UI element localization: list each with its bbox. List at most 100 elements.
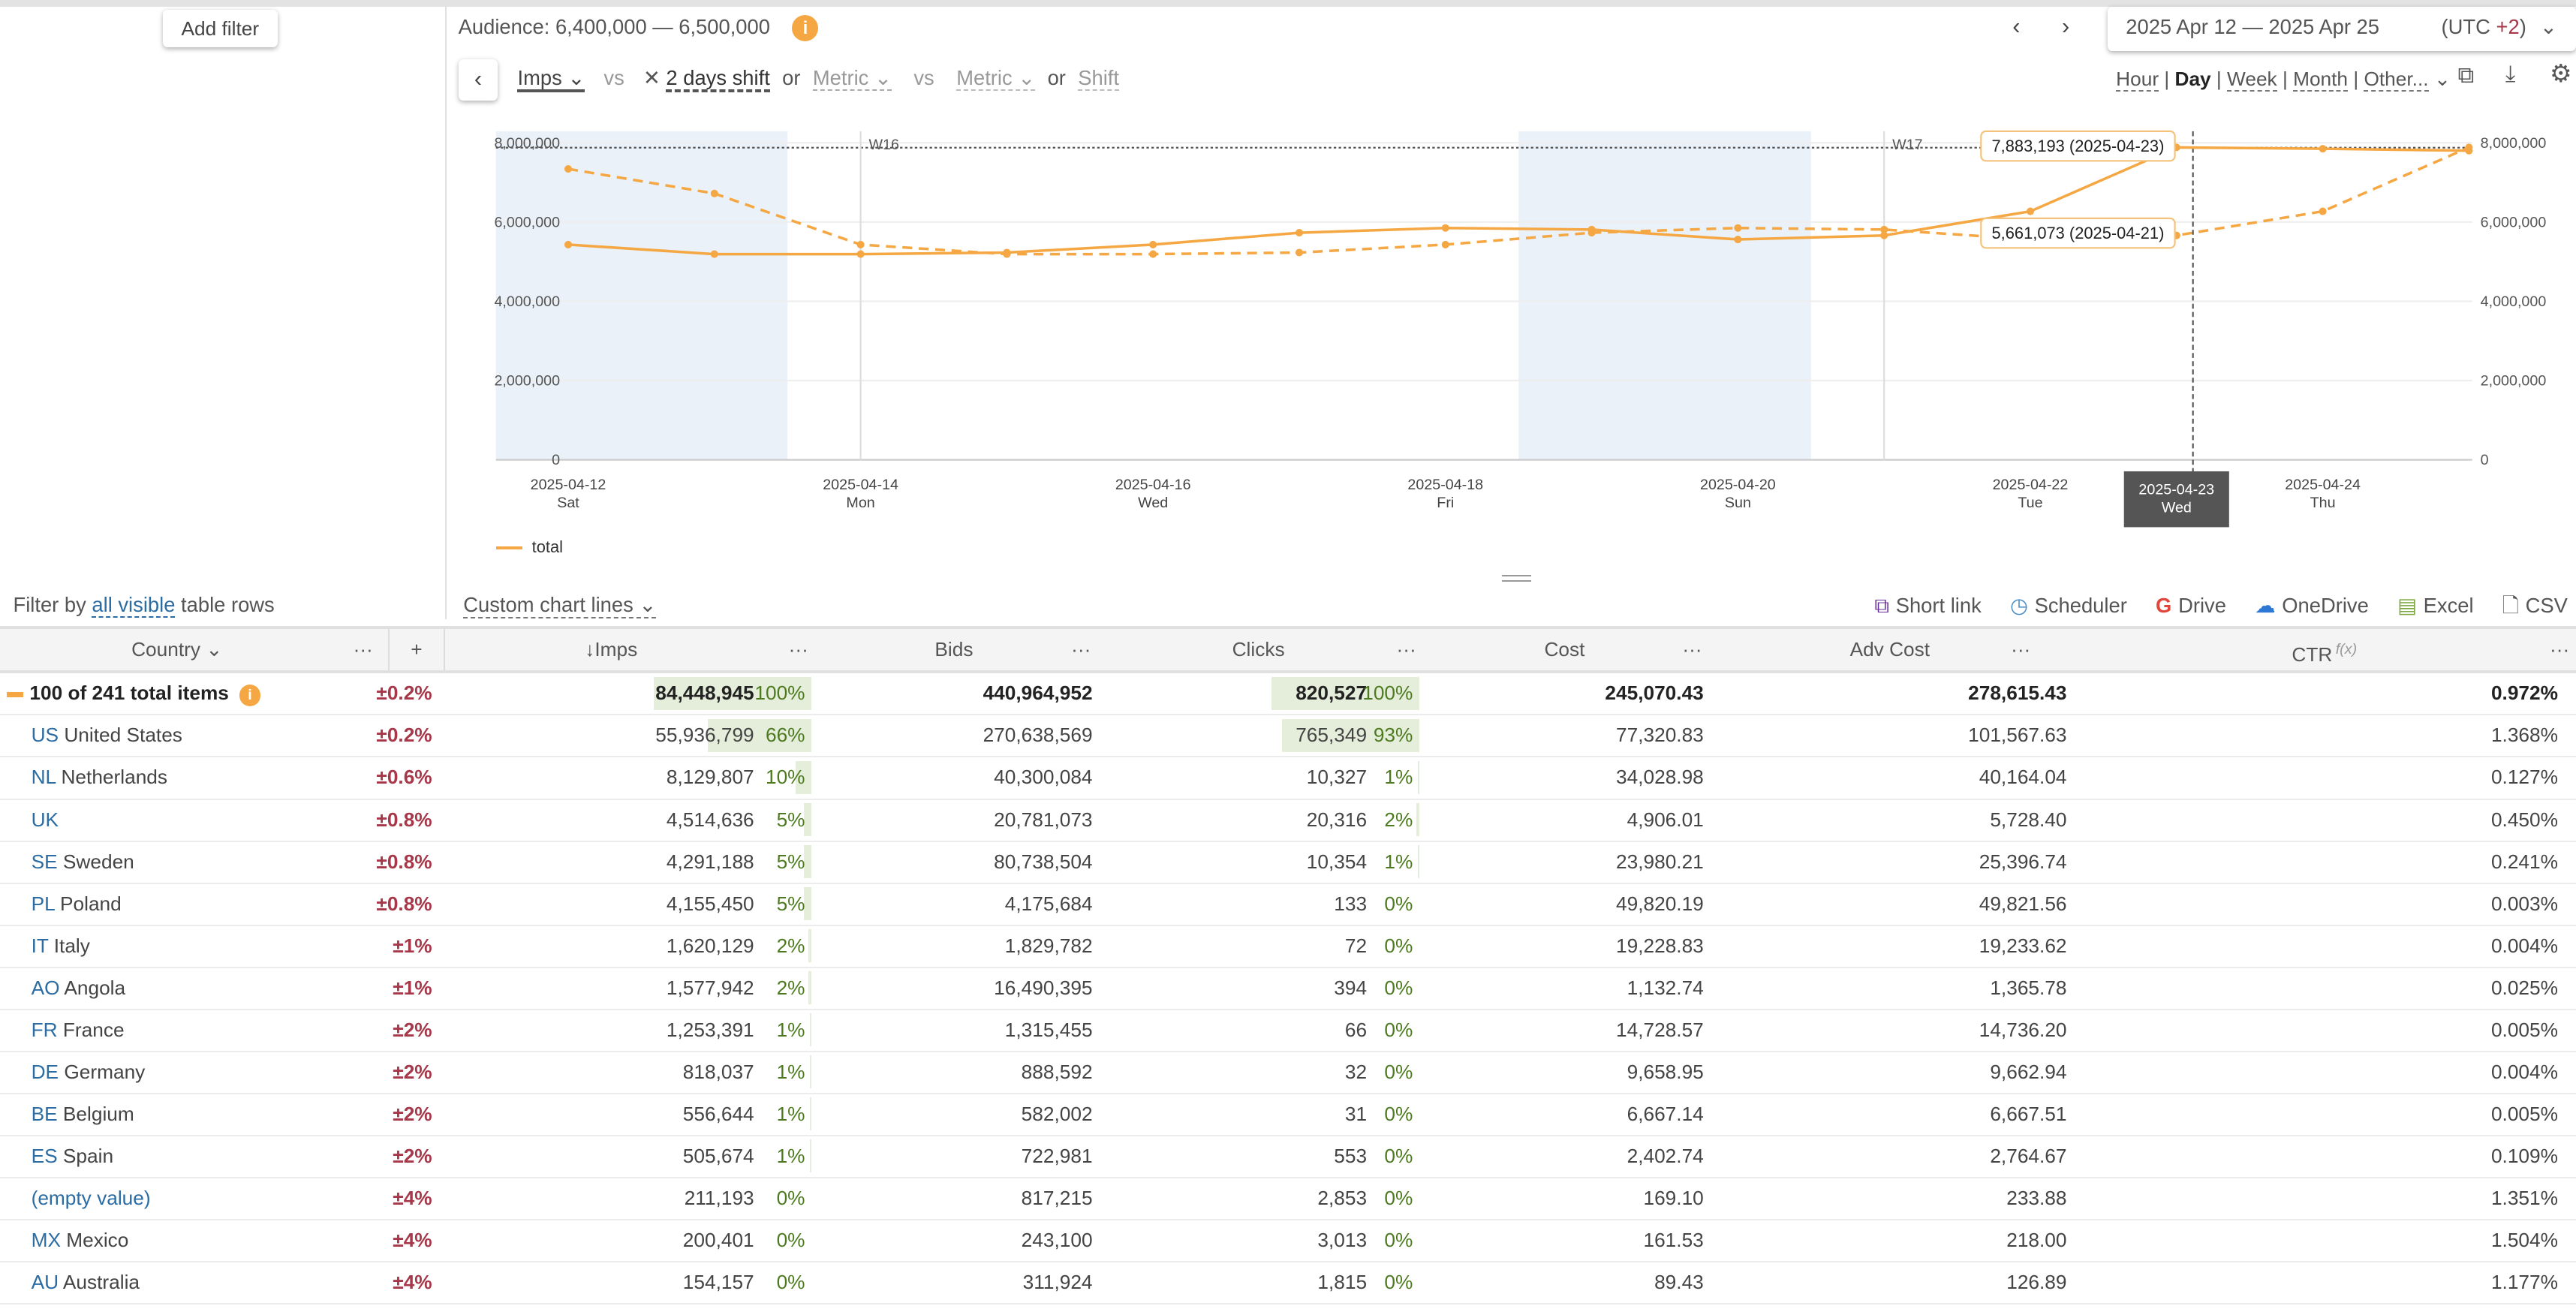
country-code[interactable]: DE (31, 1060, 59, 1083)
granularity-month[interactable]: Month (2293, 67, 2349, 92)
column-country[interactable]: Country ⌄ ··· (0, 628, 390, 670)
line-chart[interactable]: 0 0 2,000,000 2,000,000 4,000,000 4,000,000 6,… (447, 115, 2576, 567)
onedrive-button[interactable]: ☁ OneDrive (2248, 594, 2369, 617)
country-code[interactable]: AU (31, 1270, 59, 1293)
table-row[interactable]: AU Australia ±4% 154,157 0% 311,924 1,81… (0, 1262, 2576, 1304)
csv-button[interactable]: 🗋 CSV (2496, 594, 2568, 617)
download-icon[interactable]: ⤓ (2505, 60, 2516, 86)
ctr-header-text: CTR (2292, 642, 2333, 666)
info-icon[interactable]: i (792, 14, 819, 41)
add-column-button[interactable]: + (390, 628, 446, 670)
table-row[interactable]: PL Poland ±0.8% 4,155,450 5% 4,175,684 1… (0, 884, 2576, 926)
panel-divider (445, 6, 447, 620)
granularity-other[interactable]: Other... (2364, 67, 2429, 92)
custom-chart-lines-select[interactable]: Custom chart lines ⌄ (463, 593, 657, 619)
y-tick-label-left: 2,000,000 (495, 373, 561, 390)
resize-handle[interactable] (1501, 575, 1531, 582)
table-row[interactable]: DE Germany ±2% 818,037 1% 888,592 32 0% … (0, 1052, 2576, 1094)
column-menu-icon[interactable]: ··· (1396, 637, 1416, 661)
table-row[interactable]: AO Angola ±1% 1,577,942 2% 16,490,395 39… (0, 968, 2576, 1010)
granularity-week[interactable]: Week (2227, 67, 2277, 92)
column-clicks[interactable]: Clicks (1232, 637, 1285, 661)
granularity-hour[interactable]: Hour (2116, 67, 2159, 92)
date-range-picker[interactable]: 2025 Apr 12 — 2025 Apr 25 (UTC +2) ⌄ (2108, 6, 2576, 51)
table-row[interactable]: IT Italy ±1% 1,620,129 2% 1,829,782 72 0… (0, 926, 2576, 968)
column-menu-icon[interactable]: ··· (1071, 637, 1091, 661)
country-code[interactable]: IT (31, 934, 49, 957)
imps-percent: 100% (754, 682, 805, 705)
filter-by-link[interactable]: all visible (92, 593, 176, 618)
country-code[interactable]: FR (31, 1018, 58, 1041)
collapse-left-button[interactable]: ‹ (458, 59, 498, 101)
total-row[interactable]: 100 of 241 total items i ±0.2% 84,448,94… (0, 673, 2576, 716)
country-code[interactable]: PL (31, 892, 55, 915)
table-row[interactable]: BE Belgium ±2% 556,644 1% 582,002 31 0% … (0, 1094, 2576, 1136)
country-cell[interactable]: ES Spain (32, 1136, 113, 1176)
table-row[interactable]: UK ±0.8% 4,514,636 5% 20,781,073 20,316 … (0, 800, 2576, 842)
audience: Audience: 6,400,000 — 6,500,000 i (459, 14, 819, 41)
column-menu-icon[interactable]: ··· (353, 637, 373, 661)
table-row[interactable]: US United States ±0.2% 55,936,799 66% 27… (0, 715, 2576, 758)
country-code[interactable]: MX (31, 1228, 61, 1251)
shift-select[interactable]: 2 days shift (666, 65, 770, 92)
table-row[interactable]: (empty value) ±4% 211,193 0% 817,215 2,8… (0, 1178, 2576, 1220)
drive-button[interactable]: G Drive (2149, 594, 2226, 617)
country-code[interactable]: BE (31, 1102, 58, 1125)
period-prev-button[interactable]: ‹ (2012, 13, 2021, 39)
country-code[interactable]: SE (31, 850, 58, 873)
short-link-button[interactable]: ⧉ Short link (1868, 594, 1981, 617)
country-cell[interactable]: MX Mexico (32, 1220, 129, 1260)
country-cell[interactable]: PL Poland (32, 884, 122, 924)
column-menu-icon[interactable]: ··· (1682, 637, 1702, 661)
excel-button[interactable]: ▤ Excel (2391, 594, 2474, 617)
table-row[interactable]: FR France ±2% 1,253,391 1% 1,315,455 66 … (0, 1010, 2576, 1052)
column-adv-cost[interactable]: Adv Cost (1849, 637, 1930, 661)
country-cell[interactable]: US United States (32, 715, 182, 755)
chart-settings-gear-icon[interactable]: ⚙ (2550, 59, 2572, 87)
imps-share-bar (810, 1097, 812, 1130)
country-cell[interactable]: SE Sweden (32, 842, 134, 882)
column-menu-icon[interactable]: ··· (2011, 637, 2031, 661)
country-code[interactable]: US (31, 724, 59, 747)
country-cell[interactable]: NL Netherlands (32, 757, 167, 797)
country-code[interactable]: (empty value) (31, 1186, 151, 1209)
country-cell[interactable]: FR France (32, 1010, 125, 1050)
period-next-button[interactable]: › (2061, 13, 2070, 39)
weekend-band (1518, 131, 1812, 460)
metric3-select[interactable]: Metric ⌄ (956, 65, 1036, 91)
legend-label-total[interactable]: total (531, 537, 564, 556)
column-menu-icon[interactable]: ··· (788, 637, 808, 661)
table-row[interactable]: NL Netherlands ±0.6% 8,129,807 10% 40,30… (0, 757, 2576, 800)
country-cell[interactable]: AU Australia (32, 1262, 140, 1302)
table-row[interactable]: SE Sweden ±0.8% 4,291,188 5% 80,738,504 … (0, 842, 2576, 884)
metric1-select[interactable]: Imps ⌄ (517, 65, 585, 92)
country-code[interactable]: AO (31, 976, 60, 999)
column-ctr[interactable]: CTR f(x) (2292, 629, 2357, 670)
granularity-day[interactable]: Day (2174, 67, 2211, 90)
scheduler-button[interactable]: ◷ Scheduler (2003, 594, 2127, 617)
info-icon[interactable]: i (239, 685, 261, 706)
metric2-select[interactable]: Metric ⌄ (812, 65, 892, 91)
country-cell[interactable]: DE Germany (32, 1052, 146, 1092)
country-code[interactable]: ES (31, 1144, 58, 1167)
column-cost[interactable]: Cost (1544, 637, 1585, 661)
table-row[interactable]: ES Spain ±2% 505,674 1% 722,981 553 0% 2… (0, 1136, 2576, 1178)
country-code[interactable]: NL (31, 766, 56, 789)
country-cell[interactable]: UK (32, 800, 59, 840)
remove-shift-icon[interactable]: ✕ (642, 65, 661, 89)
country-cell[interactable]: IT Italy (32, 926, 90, 966)
column-menu-icon[interactable]: ··· (2550, 637, 2570, 661)
imps-share-bar (810, 1055, 812, 1088)
ctr-value: 0.025% (2490, 976, 2558, 999)
column-bids[interactable]: Bids (934, 637, 974, 661)
clicks-percent: 0% (1384, 934, 1413, 957)
shift2-select[interactable]: Shift (1078, 65, 1120, 91)
open-external-icon[interactable]: ⧉ (2457, 62, 2475, 89)
add-filter-button[interactable]: Add filter (162, 10, 278, 48)
table-row[interactable]: MX Mexico ±4% 200,401 0% 243,100 3,013 0… (0, 1220, 2576, 1262)
country-cell[interactable]: BE Belgium (32, 1094, 134, 1134)
country-cell[interactable]: (empty value) (32, 1178, 151, 1218)
column-imps[interactable]: ↓Imps (585, 637, 638, 661)
country-cell[interactable]: AO Angola (32, 968, 126, 1008)
country-code[interactable]: UK (31, 808, 59, 831)
